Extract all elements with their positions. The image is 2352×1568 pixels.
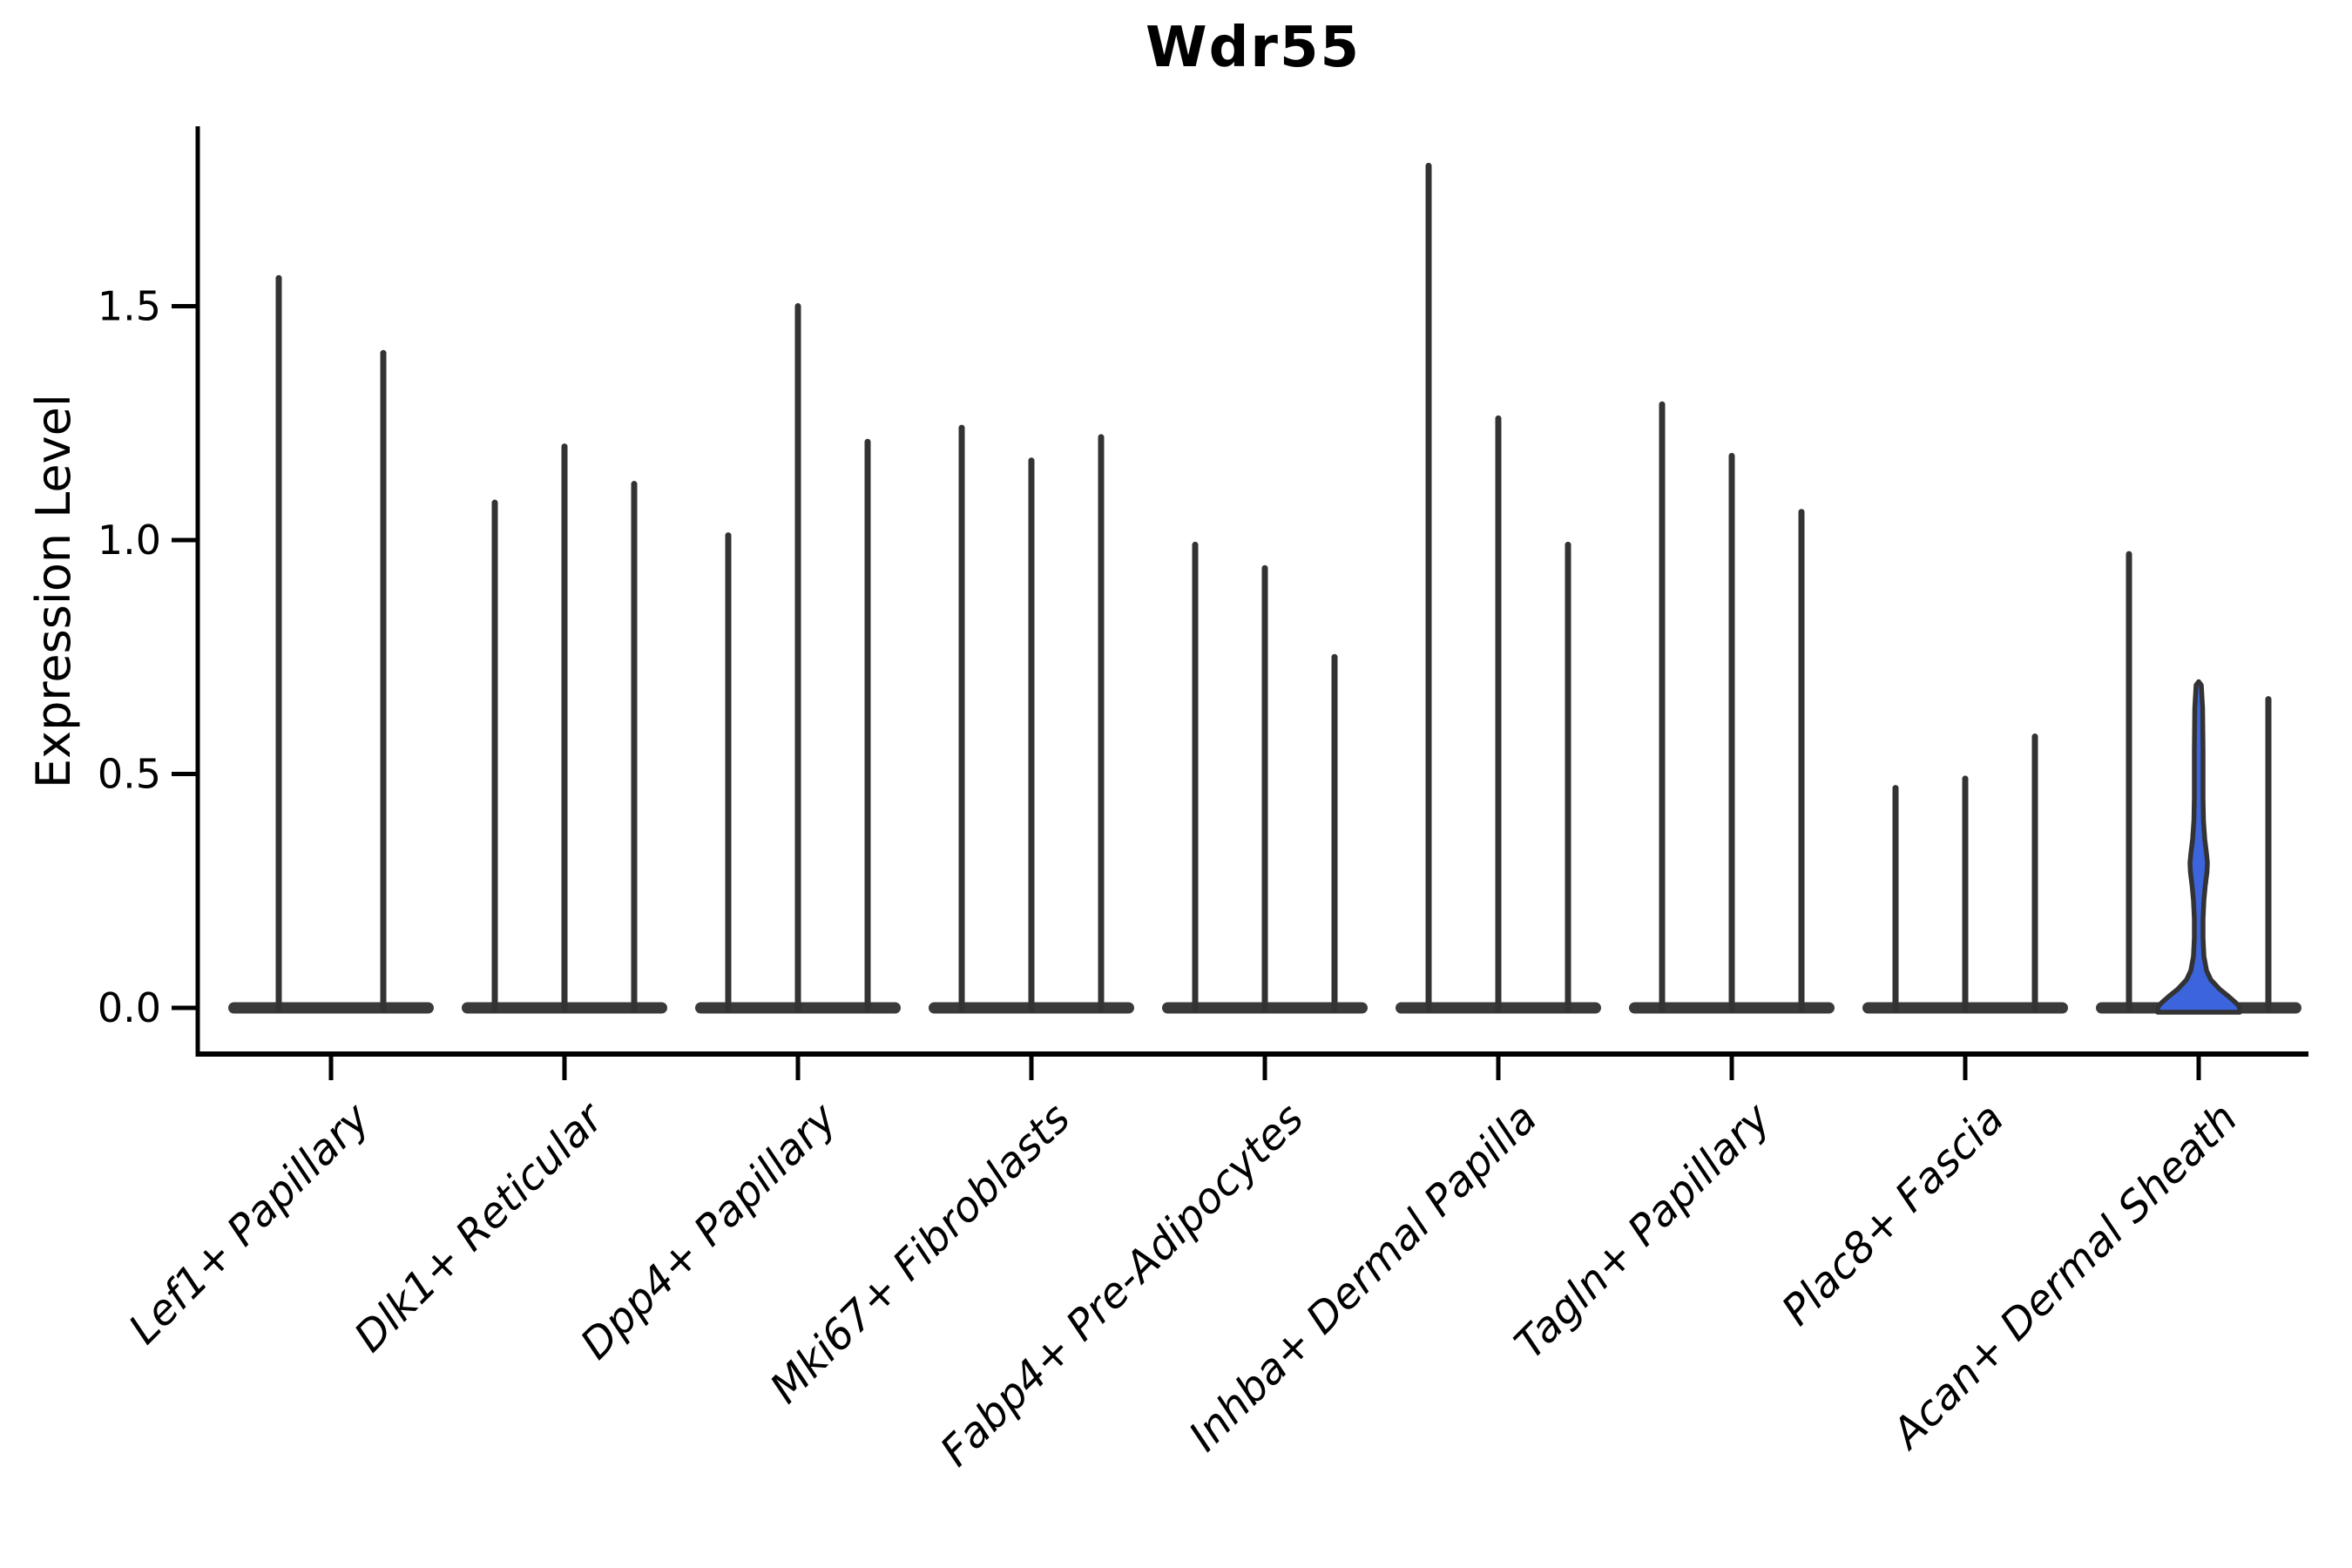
x-category-label: Lef1+ Papillary: [119, 1093, 380, 1354]
x-category-label: Plac8+ Fascia: [1773, 1094, 2014, 1335]
y-tick-label: 0.0: [98, 984, 161, 1031]
chart-title: Wdr55: [1145, 16, 1362, 80]
x-category-label: Dlk1+ Reticular: [345, 1092, 615, 1362]
y-tick-label: 1.0: [98, 517, 161, 564]
x-category-label: Tagln+ Papillary: [1505, 1093, 1781, 1369]
y-tick-label: 1.5: [98, 283, 161, 330]
y-tick-label: 0.5: [98, 751, 161, 798]
violin-highlight: [2155, 679, 2242, 1015]
x-category-label: Dpp4+ Papillary: [571, 1093, 847, 1369]
violin-baseline-blob: [228, 1002, 434, 1014]
